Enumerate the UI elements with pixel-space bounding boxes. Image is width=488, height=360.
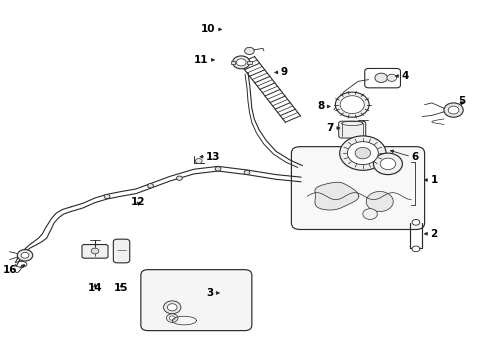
FancyBboxPatch shape (291, 147, 424, 229)
Text: 3: 3 (205, 288, 213, 298)
Text: 1: 1 (429, 175, 437, 185)
Circle shape (374, 73, 386, 82)
FancyBboxPatch shape (82, 244, 108, 258)
Circle shape (21, 252, 29, 258)
Polygon shape (314, 182, 358, 210)
Circle shape (354, 147, 370, 159)
Text: 15: 15 (114, 283, 128, 293)
Circle shape (236, 59, 245, 66)
Circle shape (373, 153, 402, 175)
Circle shape (91, 248, 99, 254)
Circle shape (411, 220, 419, 225)
Circle shape (411, 246, 419, 252)
Circle shape (244, 47, 254, 54)
Circle shape (232, 56, 249, 69)
Circle shape (244, 170, 249, 175)
Circle shape (167, 304, 177, 311)
Text: 8: 8 (316, 102, 324, 112)
Circle shape (169, 316, 175, 320)
Circle shape (380, 158, 395, 170)
Text: 14: 14 (87, 283, 102, 293)
Circle shape (362, 209, 377, 220)
Circle shape (215, 167, 221, 171)
Circle shape (340, 96, 364, 114)
Text: 12: 12 (131, 197, 145, 207)
Circle shape (443, 103, 462, 117)
Text: 7: 7 (326, 123, 333, 133)
Text: 4: 4 (401, 71, 408, 81)
FancyBboxPatch shape (246, 61, 251, 64)
Text: 2: 2 (429, 229, 437, 239)
Circle shape (176, 176, 182, 180)
Text: 16: 16 (3, 265, 18, 275)
FancyBboxPatch shape (141, 270, 251, 330)
Text: 6: 6 (410, 152, 418, 162)
Circle shape (147, 184, 153, 188)
Circle shape (166, 314, 178, 322)
Circle shape (163, 301, 181, 314)
Circle shape (346, 141, 378, 165)
Circle shape (195, 158, 202, 163)
Text: 10: 10 (201, 24, 215, 35)
Text: 9: 9 (280, 67, 287, 77)
Text: 11: 11 (194, 55, 208, 65)
Text: 5: 5 (457, 96, 465, 106)
Circle shape (366, 192, 392, 212)
Circle shape (104, 194, 110, 199)
Circle shape (335, 92, 368, 117)
FancyBboxPatch shape (230, 61, 235, 64)
Text: 13: 13 (205, 152, 220, 162)
Circle shape (386, 74, 396, 81)
Circle shape (17, 249, 33, 261)
FancyBboxPatch shape (338, 121, 365, 138)
FancyBboxPatch shape (113, 239, 129, 263)
Circle shape (447, 106, 458, 114)
Circle shape (339, 136, 385, 170)
FancyBboxPatch shape (364, 68, 400, 88)
